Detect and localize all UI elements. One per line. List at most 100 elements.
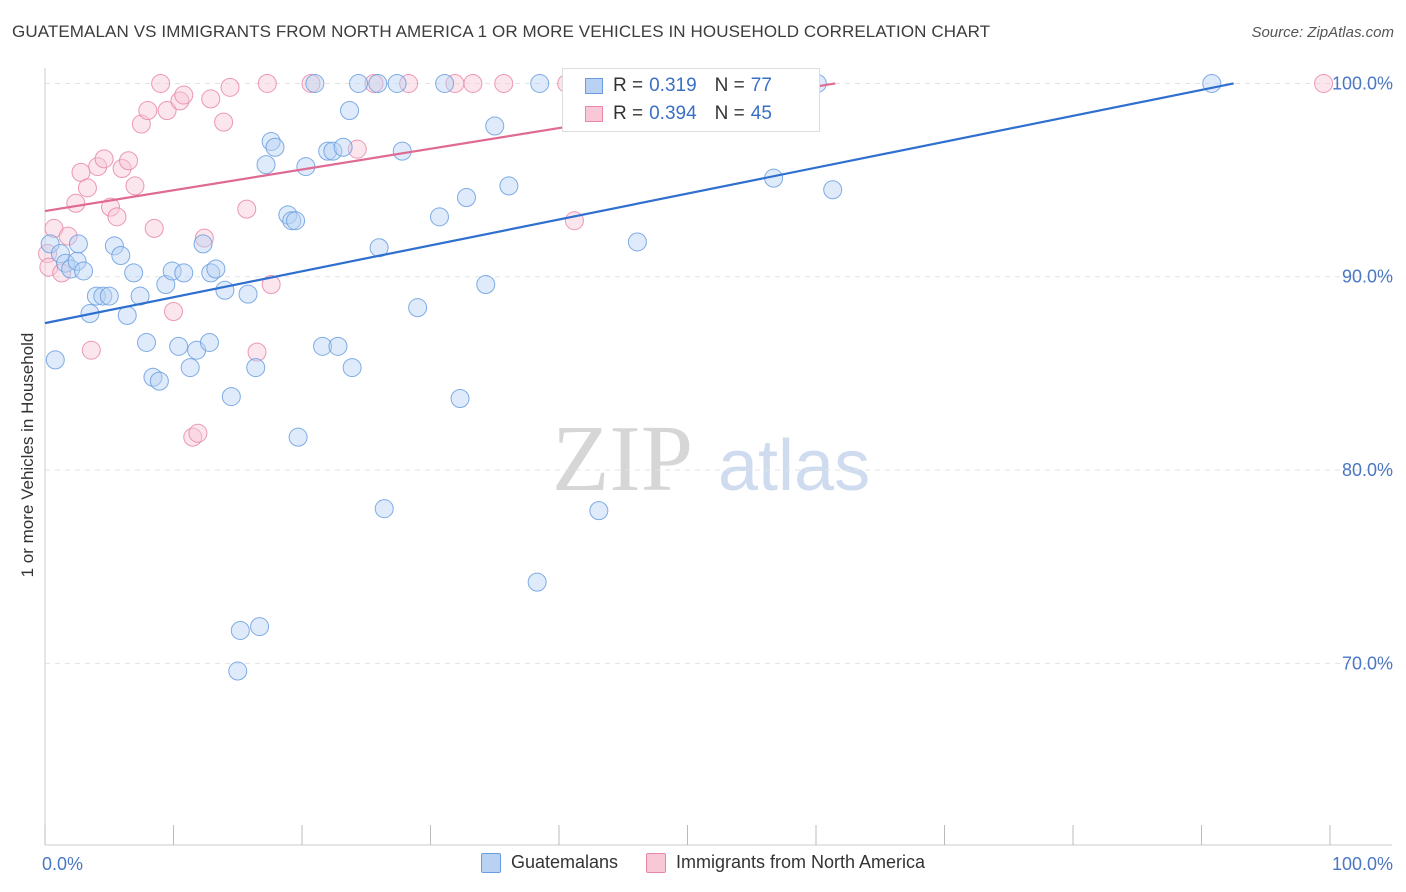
point-guatemalans <box>278 205 298 225</box>
stats-legend-swatch-immigrants <box>585 106 603 122</box>
point-immigrants <box>237 199 257 219</box>
point-immigrants <box>257 73 277 93</box>
y-tick-label: 100.0% <box>1332 73 1393 93</box>
point-guatemalans <box>485 116 505 136</box>
point-guatemalans <box>206 259 226 279</box>
stats-legend-row-guatemalans: R = 0.319 N = 77 <box>585 73 772 99</box>
point-immigrants <box>261 274 281 294</box>
point-immigrants <box>174 85 194 105</box>
data-points <box>38 73 1334 681</box>
point-guatemalans <box>215 280 235 300</box>
point-guatemalans <box>45 350 65 370</box>
point-immigrants <box>94 149 114 169</box>
point-guatemalans <box>368 73 388 93</box>
point-immigrants <box>347 139 367 159</box>
point-guatemalans <box>104 236 124 256</box>
grid-lines <box>45 82 1392 664</box>
point-guatemalans <box>261 131 281 151</box>
point-guatemalans <box>288 427 308 447</box>
legend-swatch-immigrants <box>646 852 666 873</box>
point-immigrants <box>81 340 101 360</box>
point-guatemalans <box>328 336 348 356</box>
point-guatemalans <box>323 141 343 161</box>
point-guatemalans <box>124 263 144 283</box>
n-value: 77 <box>750 75 772 96</box>
y-tick-label: 70.0% <box>1342 653 1393 673</box>
watermark: ZIP atlas <box>552 407 870 511</box>
point-guatemalans <box>374 499 394 519</box>
point-guatemalans <box>313 336 333 356</box>
point-guatemalans <box>93 286 113 306</box>
x-tick-label: 100.0% <box>1332 854 1393 874</box>
point-guatemalans <box>435 73 455 93</box>
point-guatemalans <box>296 157 316 177</box>
point-guatemalans <box>340 101 360 121</box>
point-guatemalans <box>250 617 270 637</box>
point-guatemalans <box>589 501 609 521</box>
point-immigrants <box>247 342 267 362</box>
point-guatemalans <box>180 358 200 378</box>
point-guatemalans <box>450 389 470 409</box>
axes <box>44 68 1392 846</box>
point-guatemalans <box>333 137 353 157</box>
point-guatemalans <box>68 234 88 254</box>
point-immigrants <box>119 151 139 171</box>
point-guatemalans <box>527 572 547 592</box>
point-guatemalans <box>342 358 362 378</box>
chart-title: GUATEMALAN VS IMMIGRANTS FROM NORTH AMER… <box>12 22 991 41</box>
point-immigrants <box>157 101 177 121</box>
point-guatemalans <box>40 234 60 254</box>
point-guatemalans <box>429 207 449 227</box>
point-guatemalans <box>230 620 250 640</box>
point-immigrants <box>188 423 208 443</box>
point-guatemalans <box>137 332 157 352</box>
r-label: R = <box>613 103 644 124</box>
point-guatemalans <box>111 245 131 265</box>
point-guatemalans <box>456 188 476 207</box>
point-guatemalans <box>50 244 70 264</box>
point-immigrants <box>1314 73 1334 93</box>
point-immigrants <box>151 73 171 93</box>
point-immigrants <box>88 157 108 177</box>
point-guatemalans <box>56 253 76 273</box>
stats-legend-row-immigrants: R = 0.394 N = 45 <box>585 101 772 127</box>
point-guatemalans <box>169 336 189 356</box>
legend-item-guatemalans: Guatemalans <box>480 852 618 873</box>
point-guatemalans <box>392 141 412 161</box>
point-guatemalans <box>627 232 647 252</box>
legend-swatch-guatemalans <box>480 852 501 873</box>
y-tick-label: 80.0% <box>1342 460 1393 480</box>
point-immigrants <box>77 178 97 198</box>
point-guatemalans <box>199 332 219 352</box>
point-immigrants <box>494 73 514 93</box>
point-guatemalans <box>67 251 87 271</box>
point-guatemalans <box>221 387 241 407</box>
tick-labels: 100.0% 90.0% 80.0% 70.0% 0.0% 100.0% <box>42 73 1393 874</box>
point-guatemalans <box>305 73 325 93</box>
point-immigrants <box>201 89 221 109</box>
n-value: 45 <box>750 103 772 124</box>
point-immigrants <box>183 427 203 447</box>
point-guatemalans <box>476 274 496 294</box>
point-immigrants <box>138 101 158 121</box>
point-immigrants <box>112 159 132 179</box>
point-guatemalans <box>265 137 285 157</box>
point-guatemalans <box>238 284 258 304</box>
point-guatemalans <box>117 305 137 325</box>
point-guatemalans <box>228 661 248 681</box>
point-guatemalans <box>162 261 182 281</box>
point-immigrants <box>107 207 127 227</box>
watermark-atlas: atlas <box>718 426 870 506</box>
watermark-zip: ZIP <box>552 407 693 511</box>
point-immigrants <box>399 73 419 93</box>
point-guatemalans <box>74 261 94 281</box>
point-guatemalans <box>318 141 338 161</box>
point-guatemalans <box>246 358 266 378</box>
n-label: N = <box>714 103 745 124</box>
chart-source: Source: ZipAtlas.com <box>1251 24 1394 41</box>
point-guatemalans <box>499 176 519 196</box>
point-guatemalans <box>530 73 550 93</box>
point-guatemalans <box>174 263 194 283</box>
x-tick-label: 0.0% <box>42 854 83 874</box>
